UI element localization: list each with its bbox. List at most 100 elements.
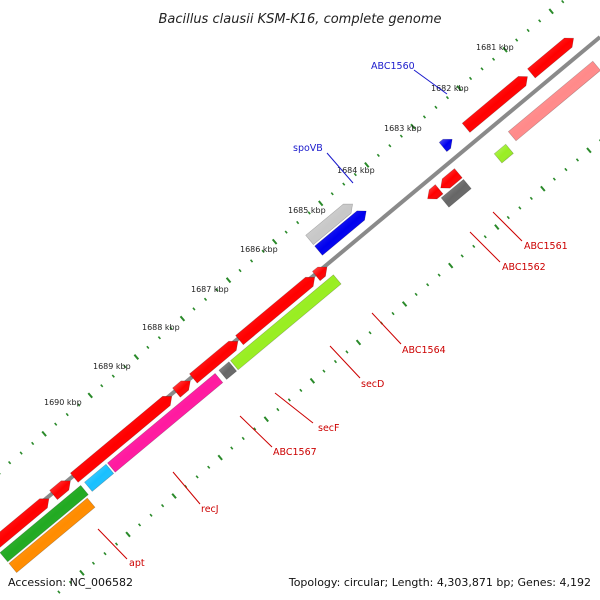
outer-tick xyxy=(261,249,265,254)
outer-tick xyxy=(468,76,473,81)
outer-tick xyxy=(376,153,380,158)
inner-tick xyxy=(401,301,408,307)
inner-tick xyxy=(345,350,349,354)
outer-tick xyxy=(445,95,450,100)
inner-tick xyxy=(483,235,487,239)
abc1564-feature-shading xyxy=(312,267,327,281)
outer-tick xyxy=(77,403,81,407)
inner-tick xyxy=(391,311,395,316)
inner-tick xyxy=(518,206,522,210)
inner-tick xyxy=(276,407,280,412)
gene-label-apt: apt xyxy=(129,558,145,569)
inner-tick xyxy=(125,531,131,538)
inner-tick xyxy=(529,196,533,201)
gene-label-abc1560: ABC1560 xyxy=(371,61,415,72)
inner-tick xyxy=(137,523,142,527)
outer-tick xyxy=(31,441,35,446)
inner-tick xyxy=(91,561,96,565)
outer-tick xyxy=(456,85,462,92)
outer-tick xyxy=(491,57,496,61)
inner-tick xyxy=(460,254,464,258)
connector-recj xyxy=(172,471,201,505)
outer-tick xyxy=(422,115,427,119)
inner-tick xyxy=(299,388,303,393)
inner-tick xyxy=(368,331,372,335)
green-feature-lower-left-shading xyxy=(0,485,89,562)
outer-tick xyxy=(538,19,542,23)
gene-label-abc1562: ABC1562 xyxy=(502,262,546,273)
inner-tick xyxy=(564,167,568,172)
secd-feature-shading xyxy=(230,274,342,370)
inner-tick xyxy=(437,273,441,277)
connector-abc1564 xyxy=(371,312,402,345)
red-feature-mid-1-shading xyxy=(235,277,315,345)
gene-label-secd: secD xyxy=(361,379,384,390)
outer-tick xyxy=(342,182,346,186)
genome-summary-text: Topology: circular; Length: 4,303,871 bp… xyxy=(288,576,591,589)
inner-tick xyxy=(355,339,362,346)
inner-tick xyxy=(263,416,269,423)
outer-tick xyxy=(318,200,324,207)
outer-tick xyxy=(249,259,254,263)
gene-label-abc1564: ABC1564 xyxy=(402,345,446,356)
abc1560-feature-shading xyxy=(439,139,453,152)
ruler-label-1689: 1689 kbp xyxy=(93,362,131,371)
inner-tick xyxy=(586,147,592,154)
inner-tick xyxy=(287,398,291,402)
outer-tick-track xyxy=(0,0,565,475)
inner-tick xyxy=(448,262,454,269)
inner-tick xyxy=(160,503,165,508)
outer-tick xyxy=(123,364,127,369)
cyan-feature-shading xyxy=(84,464,114,492)
outer-tick xyxy=(515,38,519,42)
outer-tick xyxy=(87,392,93,399)
ruler-label-1687: 1687 kbp xyxy=(191,285,229,294)
gene-label-recj: recJ xyxy=(201,504,219,515)
accession-text: Accession: NC_006582 xyxy=(8,576,133,589)
ruler-label-1681: 1681 kbp xyxy=(476,43,514,52)
inner-tick xyxy=(79,569,85,576)
outer-tick xyxy=(157,336,162,340)
inner-tick xyxy=(426,283,430,287)
red-feature-mid-3-shading xyxy=(172,380,191,398)
inner-tick xyxy=(472,244,476,249)
ruler-label-1686: 1686 kbp xyxy=(240,245,278,254)
outer-tick xyxy=(388,144,392,148)
inner-tick xyxy=(414,292,418,297)
gene-label-abc1561: ABC1561 xyxy=(524,241,568,252)
connector-abc1560 xyxy=(413,69,448,95)
outer-tick xyxy=(146,345,150,350)
outer-tick xyxy=(111,374,115,378)
outer-tick xyxy=(192,307,196,311)
outer-tick xyxy=(179,315,186,322)
connector-abc1562 xyxy=(469,231,501,263)
spovb-feature-shading xyxy=(314,210,367,256)
outer-tick xyxy=(65,412,69,417)
ruler-labels: 1681 kbp 1682 kbp 1683 kbp 1684 kbp 1685… xyxy=(44,43,514,407)
feature-track xyxy=(0,37,600,574)
inner-tick xyxy=(540,185,546,192)
gene-label-connectors xyxy=(97,69,523,560)
ruler-label-1690: 1690 kbp xyxy=(44,398,82,407)
connector-abc1567 xyxy=(239,415,273,448)
ruler-label-1684: 1684 kbp xyxy=(337,166,375,175)
outer-tick xyxy=(225,277,232,284)
inner-tick xyxy=(171,493,177,499)
inner-tick xyxy=(494,224,500,231)
inner-tick xyxy=(207,465,211,469)
map-title: Bacillus clausii KSM-K16, complete genom… xyxy=(158,12,441,27)
gray-feature-right-shading xyxy=(441,179,472,208)
connector-spovb xyxy=(326,152,354,184)
outer-tick xyxy=(296,220,300,225)
inner-tick xyxy=(114,542,119,546)
outer-tick xyxy=(133,354,140,360)
gene-label-abc1567: ABC1567 xyxy=(273,447,317,458)
inner-tick xyxy=(322,369,326,373)
outer-tick xyxy=(238,268,242,273)
ruler-label-1685: 1685 kbp xyxy=(288,206,326,215)
abc1561-feature-shading xyxy=(440,168,463,189)
secf-feature-shading xyxy=(218,361,237,380)
gene-labels: ABC1560 spoVB ABC1561 ABC1562 ABC1564 se… xyxy=(129,61,568,569)
connector-secd xyxy=(329,345,361,379)
